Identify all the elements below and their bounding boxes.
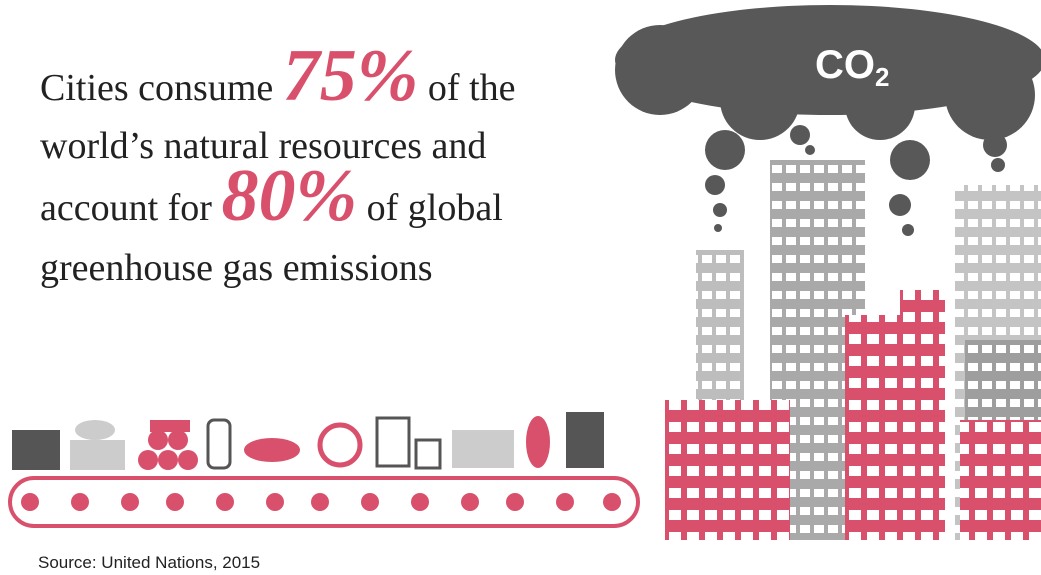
headline-text: of global	[367, 187, 503, 229]
resource-icons	[12, 412, 604, 470]
headline-text: of the	[428, 67, 516, 109]
headline-text: Cities consume	[40, 67, 273, 109]
conveyor-belt	[10, 478, 638, 526]
headline-text: account for	[40, 187, 212, 229]
headline-figure: 80%	[221, 155, 357, 237]
headline-line: account for 80% of global	[40, 155, 503, 237]
headline-line: Cities consume 75% of the	[40, 35, 516, 117]
headline-figure: 75%	[283, 35, 419, 117]
source: Source: United Nations, 2015	[38, 553, 260, 572]
headline-line: greenhouse gas emissions	[40, 247, 433, 289]
co2-text: CO	[815, 43, 875, 87]
city-illustration	[665, 160, 1041, 540]
co2-subscript: 2	[875, 62, 889, 92]
infographic: CO2 Cities consume 75% of the world’s na…	[0, 0, 1041, 575]
